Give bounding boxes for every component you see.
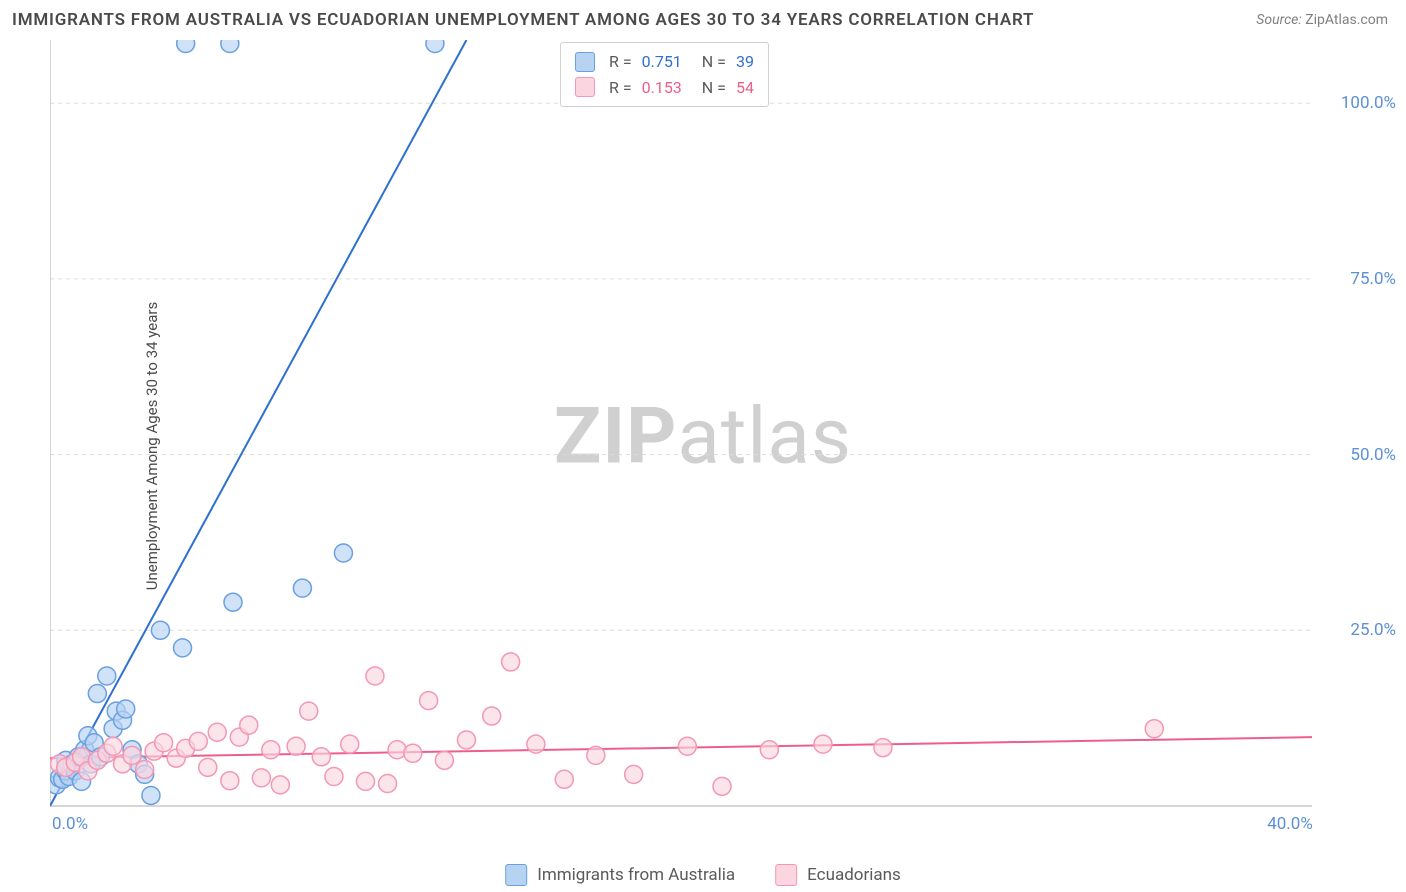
stat-r-value: 0.751	[642, 49, 682, 75]
legend-stats: R = 0.751 N = 39 R = 0.153 N = 54	[560, 42, 769, 107]
legend-swatch	[575, 77, 595, 97]
legend-series-label: Immigrants from Australia	[537, 865, 735, 885]
y-tick-label: 25.0%	[1350, 620, 1396, 640]
legend-stat-row: R = 0.153 N = 54	[575, 75, 754, 101]
stat-n-label: N =	[702, 49, 726, 75]
stat-r-value: 0.153	[642, 75, 682, 101]
legend-swatch	[505, 864, 527, 886]
x-tick-label: 0.0%	[52, 814, 88, 834]
legend-series: Immigrants from Australia Ecuadorians	[505, 864, 901, 886]
stat-n-value: 39	[736, 49, 754, 75]
stat-r-label: R =	[609, 49, 632, 75]
y-tick-label: 100.0%	[1341, 93, 1396, 113]
source-attribution: Source: ZipAtlas.com	[1256, 12, 1388, 28]
y-tick-label: 50.0%	[1350, 445, 1396, 465]
stat-n-value: 54	[736, 75, 754, 101]
legend-series-label: Ecuadorians	[807, 865, 901, 885]
source-label: Source:	[1256, 12, 1301, 28]
y-tick-label: 75.0%	[1350, 269, 1396, 289]
legend-swatch	[575, 52, 595, 72]
scatter-plot	[50, 40, 1370, 840]
stat-r-label: R =	[609, 75, 632, 101]
legend-series-item: Immigrants from Australia	[505, 864, 735, 886]
legend-series-item: Ecuadorians	[775, 864, 901, 886]
stat-n-label: N =	[702, 75, 726, 101]
source-name: ZipAtlas.com	[1305, 12, 1388, 28]
legend-stat-row: R = 0.751 N = 39	[575, 49, 754, 75]
chart-title: IMMIGRANTS FROM AUSTRALIA VS ECUADORIAN …	[12, 10, 1034, 30]
legend-swatch	[775, 864, 797, 886]
x-tick-label: 40.0%	[1267, 814, 1313, 834]
